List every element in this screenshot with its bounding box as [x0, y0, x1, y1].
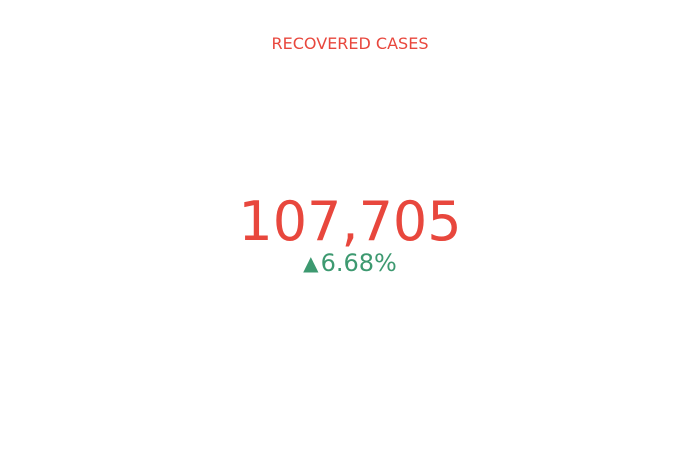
delta-percent: 6.68% [320, 249, 397, 277]
triangle-up-icon: ▲ [303, 251, 319, 275]
indicator-value: 107,705 [238, 190, 462, 253]
indicator-delta: ▲6.68% [0, 248, 700, 278]
chart-title: RECOVERED CASES [271, 34, 429, 53]
